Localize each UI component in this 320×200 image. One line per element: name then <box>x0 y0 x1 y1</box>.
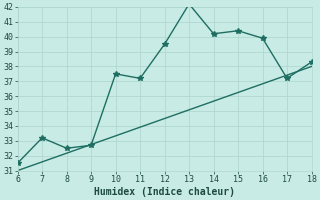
X-axis label: Humidex (Indice chaleur): Humidex (Indice chaleur) <box>94 186 235 197</box>
